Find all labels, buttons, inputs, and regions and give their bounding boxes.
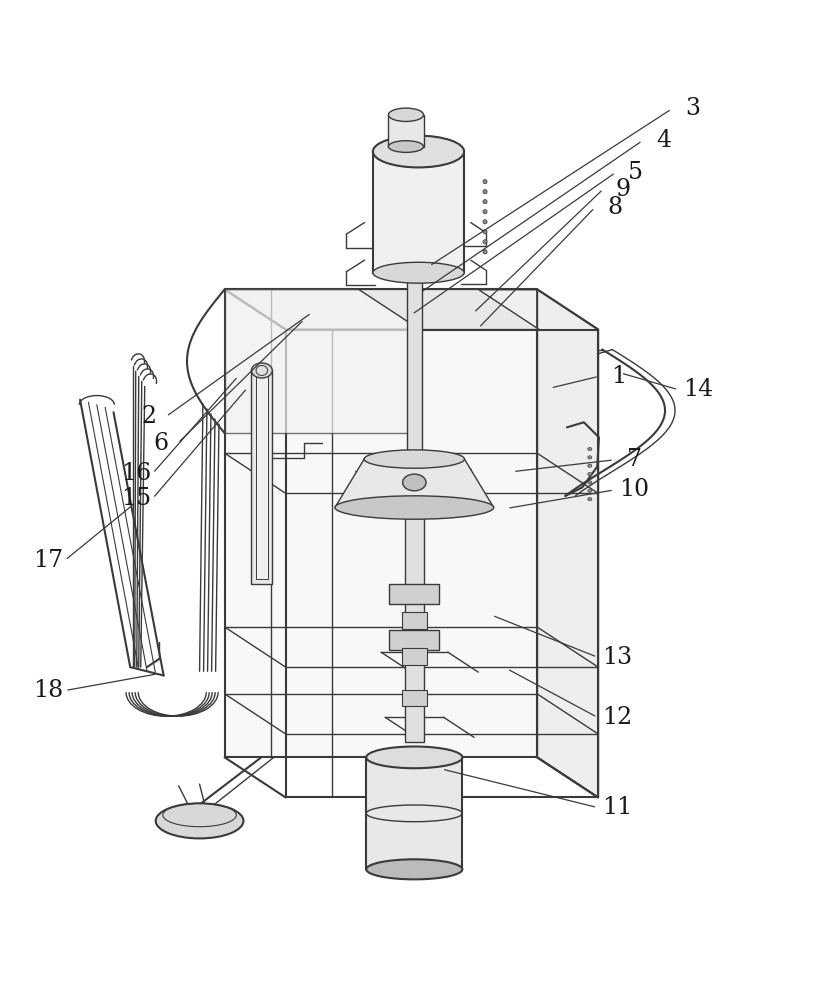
Bar: [389, 584, 439, 604]
Ellipse shape: [587, 497, 591, 501]
Text: 4: 4: [655, 129, 670, 152]
Polygon shape: [256, 375, 268, 579]
Bar: [389, 630, 439, 650]
Ellipse shape: [388, 141, 423, 152]
Text: 17: 17: [33, 549, 64, 572]
Polygon shape: [372, 152, 464, 273]
Text: 8: 8: [607, 196, 622, 219]
Text: 2: 2: [141, 405, 157, 428]
Ellipse shape: [482, 240, 487, 244]
Bar: [389, 464, 439, 484]
Text: 12: 12: [602, 706, 632, 729]
Text: 14: 14: [682, 378, 713, 401]
Polygon shape: [224, 289, 410, 433]
Ellipse shape: [366, 747, 461, 768]
Ellipse shape: [587, 481, 591, 484]
Polygon shape: [537, 289, 598, 797]
Ellipse shape: [155, 803, 243, 838]
Ellipse shape: [364, 450, 464, 468]
Ellipse shape: [372, 136, 464, 167]
Text: 1: 1: [611, 365, 626, 388]
Bar: [401, 612, 426, 629]
Text: 10: 10: [619, 478, 649, 501]
Ellipse shape: [402, 474, 426, 491]
Text: 11: 11: [602, 796, 632, 819]
Polygon shape: [334, 459, 493, 508]
Polygon shape: [224, 289, 598, 330]
Polygon shape: [359, 289, 538, 330]
Ellipse shape: [482, 180, 487, 184]
Polygon shape: [406, 277, 421, 457]
Ellipse shape: [482, 250, 487, 254]
Ellipse shape: [482, 190, 487, 194]
Text: 6: 6: [153, 432, 169, 455]
Polygon shape: [224, 289, 537, 757]
Text: 15: 15: [121, 487, 151, 510]
Polygon shape: [405, 462, 423, 742]
Ellipse shape: [372, 262, 464, 283]
Text: 18: 18: [33, 679, 64, 702]
Text: 13: 13: [602, 646, 632, 669]
Ellipse shape: [587, 447, 591, 451]
Text: 3: 3: [684, 97, 699, 120]
Ellipse shape: [587, 464, 591, 467]
Text: 5: 5: [628, 161, 643, 184]
Ellipse shape: [388, 108, 423, 121]
Text: 9: 9: [615, 178, 630, 201]
Polygon shape: [251, 370, 272, 584]
Ellipse shape: [256, 365, 268, 375]
Ellipse shape: [482, 220, 487, 224]
Text: 16: 16: [120, 462, 151, 485]
Ellipse shape: [482, 200, 487, 204]
Polygon shape: [366, 757, 461, 869]
Ellipse shape: [587, 489, 591, 492]
Ellipse shape: [482, 210, 487, 214]
Ellipse shape: [366, 859, 461, 879]
Ellipse shape: [482, 230, 487, 234]
Bar: [401, 648, 426, 665]
Bar: [401, 690, 426, 706]
Text: 7: 7: [626, 448, 641, 471]
Ellipse shape: [587, 472, 591, 476]
Ellipse shape: [587, 456, 591, 459]
Ellipse shape: [251, 363, 272, 378]
Ellipse shape: [334, 496, 493, 519]
Polygon shape: [388, 115, 423, 147]
